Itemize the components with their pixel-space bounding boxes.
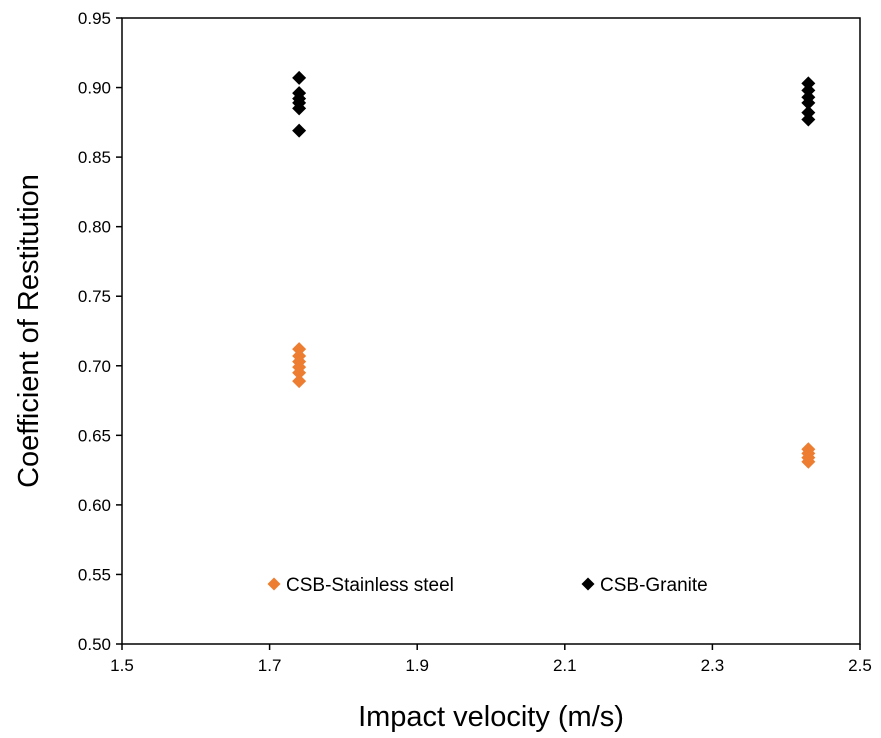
y-tick-label: 0.65 <box>78 426 111 445</box>
data-point <box>292 374 307 389</box>
legend-label: CSB-Stainless steel <box>286 575 454 596</box>
x-tick-label: 2.1 <box>553 656 577 675</box>
data-point <box>801 112 816 127</box>
legend-marker <box>581 577 595 591</box>
y-tick-label: 0.50 <box>78 635 111 654</box>
x-axis: 1.5 1.7 1.9 2.1 2.3 2.5 <box>110 644 872 675</box>
y-tick-label: 0.70 <box>78 357 111 376</box>
y-tick-label: 0.60 <box>78 496 111 515</box>
x-tick-label: 2.5 <box>848 656 872 675</box>
legend: CSB-Stainless steel CSB-Granite <box>267 575 708 596</box>
data-point <box>292 365 307 380</box>
series-stainless-steel <box>292 342 816 469</box>
y-axis: 0.50 0.55 0.60 0.65 0.70 0.75 0.80 0.85 0.90 0.95 <box>78 9 122 654</box>
x-tick-label: 1.7 <box>258 656 282 675</box>
y-axis-title: Coefficient of Restitution <box>13 174 45 488</box>
legend-item: CSB-Stainless steel <box>267 575 454 596</box>
data-point <box>801 454 816 469</box>
y-tick-label: 0.90 <box>78 79 111 98</box>
x-axis-title: Impact velocity (m/s) <box>358 701 624 733</box>
y-tick-label: 0.75 <box>78 287 111 306</box>
y-tick-label: 0.55 <box>78 565 111 584</box>
data-point <box>292 123 307 138</box>
legend-marker <box>267 577 281 591</box>
x-tick-label: 1.9 <box>405 656 429 675</box>
y-tick-label: 0.80 <box>78 218 111 237</box>
y-tick-label: 0.95 <box>78 9 111 28</box>
y-tick-label: 0.85 <box>78 148 111 167</box>
legend-label: CSB-Granite <box>600 575 708 596</box>
series-granite <box>292 70 816 138</box>
legend-item: CSB-Granite <box>581 575 708 596</box>
data-point <box>292 70 307 85</box>
x-tick-label: 2.3 <box>701 656 725 675</box>
data-point <box>801 95 816 110</box>
plot-frame <box>121 17 861 645</box>
plot-area-border <box>121 17 861 645</box>
data-point <box>292 101 307 116</box>
x-tick-label: 1.5 <box>110 656 134 675</box>
data-points <box>292 70 816 469</box>
